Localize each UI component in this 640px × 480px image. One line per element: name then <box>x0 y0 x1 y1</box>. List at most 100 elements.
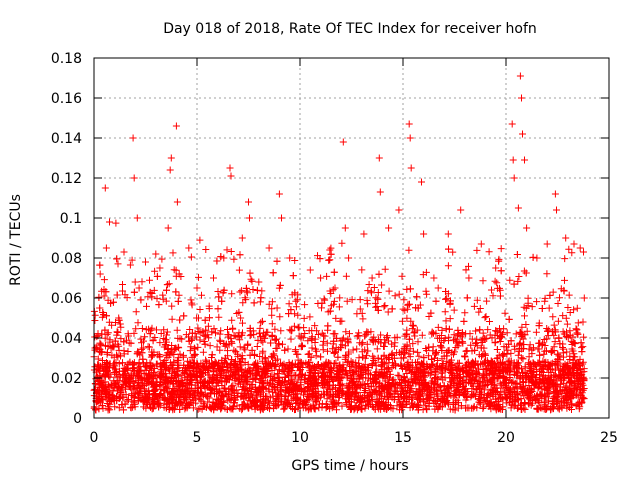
data-point <box>505 315 513 323</box>
data-point <box>281 373 289 381</box>
data-point <box>524 299 532 307</box>
data-point <box>352 389 360 397</box>
data-point <box>404 301 412 309</box>
data-point <box>395 372 403 380</box>
data-point <box>399 305 407 313</box>
data-point <box>285 310 293 318</box>
data-point <box>106 396 114 404</box>
data-point <box>294 350 302 358</box>
data-point <box>475 365 483 373</box>
data-point <box>323 339 331 347</box>
data-point <box>217 405 225 413</box>
data-point <box>477 344 485 352</box>
data-point <box>441 308 449 316</box>
data-point <box>270 371 278 379</box>
data-point <box>569 347 577 355</box>
data-point <box>406 285 414 293</box>
data-point <box>294 311 302 319</box>
data-point <box>427 364 435 372</box>
data-point <box>432 297 440 305</box>
data-point <box>195 364 203 372</box>
data-point <box>238 406 246 414</box>
data-point <box>351 382 358 390</box>
data-point <box>307 365 315 373</box>
data-point <box>374 403 382 411</box>
data-point <box>428 328 436 336</box>
data-point <box>202 246 210 253</box>
data-point <box>462 393 470 400</box>
data-point <box>300 314 308 322</box>
data-point <box>280 360 288 368</box>
data-point <box>532 328 540 336</box>
data-point <box>222 340 230 348</box>
data-point <box>125 376 133 384</box>
data-point <box>374 289 382 296</box>
data-point <box>127 404 135 411</box>
data-point <box>345 254 353 262</box>
data-point <box>569 391 577 399</box>
data-point <box>259 349 267 357</box>
data-point <box>197 388 205 396</box>
data-point <box>186 326 194 333</box>
data-point <box>157 381 165 388</box>
data-point <box>113 351 121 359</box>
data-point <box>306 313 314 321</box>
data-point <box>248 346 256 354</box>
data-point <box>503 350 511 358</box>
data-point <box>113 373 121 381</box>
data-point <box>304 350 312 358</box>
data-point <box>422 268 430 276</box>
data-point <box>303 391 311 399</box>
data-point <box>465 366 473 374</box>
data-point <box>398 272 406 280</box>
data-point <box>224 367 232 375</box>
data-point <box>488 334 496 342</box>
data-point <box>311 322 319 330</box>
data-point <box>353 310 361 318</box>
data-point <box>541 297 549 305</box>
data-point <box>284 345 292 353</box>
data-point <box>472 327 480 335</box>
data-point <box>513 364 521 372</box>
data-point <box>193 372 200 379</box>
data-point <box>441 364 449 372</box>
data-point <box>232 386 240 394</box>
data-point <box>130 400 138 408</box>
data-point <box>412 359 419 367</box>
data-point <box>450 336 457 344</box>
data-point <box>511 388 519 396</box>
data-point <box>246 365 254 373</box>
data-point <box>447 297 454 305</box>
data-point <box>381 392 389 400</box>
data-point <box>355 359 363 367</box>
data-point <box>258 317 266 325</box>
data-point <box>436 334 443 342</box>
data-point <box>521 312 528 320</box>
data-point <box>188 365 196 372</box>
data-point <box>438 347 446 354</box>
data-point <box>200 402 207 410</box>
data-point <box>138 349 146 357</box>
data-point <box>264 364 272 372</box>
data-point <box>270 383 278 391</box>
data-point <box>338 402 346 410</box>
data-point <box>392 360 399 368</box>
data-point <box>357 381 365 389</box>
data-point <box>493 355 501 363</box>
data-point <box>138 339 145 347</box>
data-point <box>148 405 156 413</box>
data-point <box>289 272 297 280</box>
data-point <box>380 303 388 311</box>
data-point <box>217 394 225 402</box>
data-point <box>552 366 559 374</box>
data-point <box>214 288 222 295</box>
data-point <box>102 342 109 350</box>
data-point <box>377 362 385 370</box>
data-point <box>400 348 408 356</box>
data-point <box>134 319 142 327</box>
data-point <box>202 356 210 364</box>
data-point <box>246 269 254 277</box>
data-point <box>359 315 367 323</box>
data-point <box>292 406 299 413</box>
data-point <box>194 324 202 332</box>
